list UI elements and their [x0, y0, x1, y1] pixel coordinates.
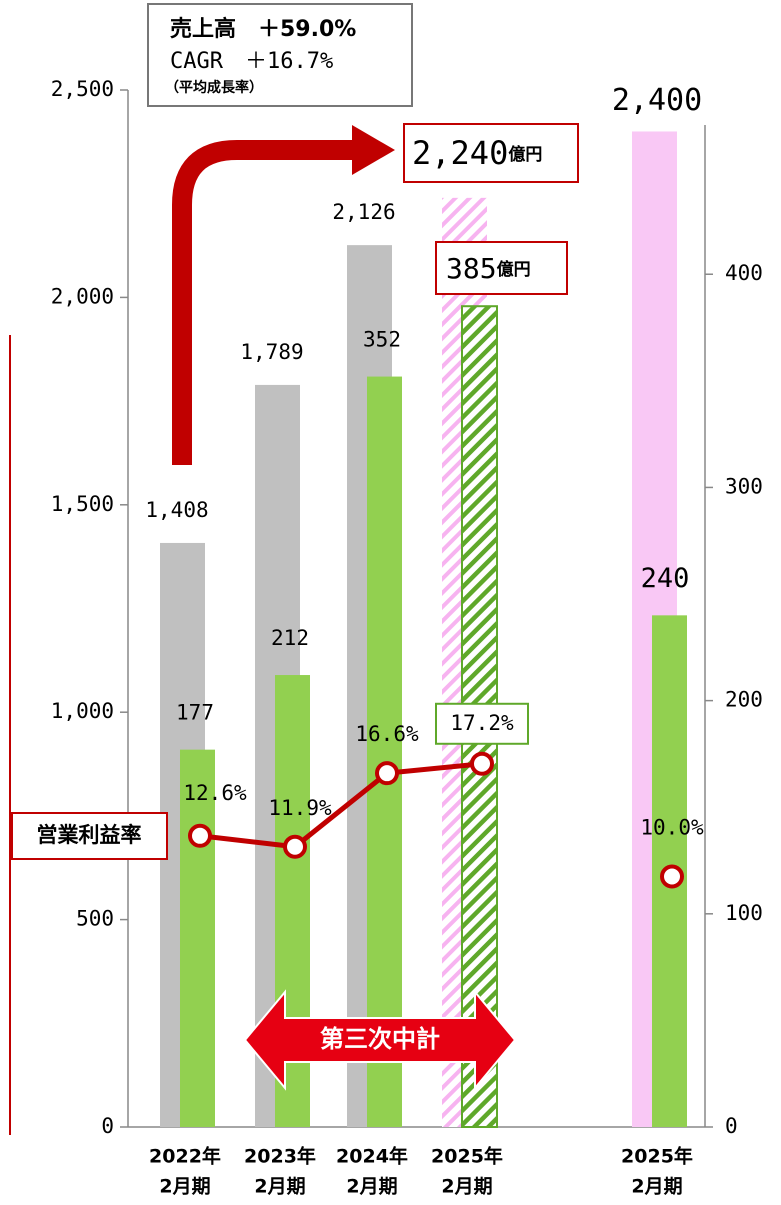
x-tick-label: 2月期: [441, 1176, 492, 1198]
y-tick-label: 500: [76, 907, 114, 931]
y2-tick-label: 400: [725, 261, 763, 285]
sales-label: 1,789: [240, 340, 303, 364]
y2-tick-label: 300: [725, 474, 763, 498]
y2-tick-label: 100: [725, 901, 763, 925]
unit: 億円: [508, 144, 542, 165]
margin-point: [375, 761, 399, 786]
margin-label-box: [11, 812, 168, 860]
x-tick-label: 2月期: [159, 1176, 210, 1198]
margin-value-label: 17.2%: [450, 711, 514, 735]
margin-value-label: 10.0%: [640, 816, 704, 840]
margin-value-label: 16.6%: [355, 722, 419, 746]
growth-arrowhead: [352, 125, 395, 175]
summary-line: CAGR ＋16.7%: [170, 49, 333, 74]
x-tick-label: 2022年: [149, 1145, 221, 1168]
y-tick-label: 1,000: [51, 699, 114, 723]
growth-arrow: [172, 140, 355, 465]
y2-tick-label: 200: [725, 688, 763, 712]
sales-label: 2,126: [332, 200, 395, 224]
sales-label-box: [403, 123, 579, 183]
margin-value-label: 11.9%: [268, 796, 332, 820]
margin-line: [199, 761, 483, 850]
plan-arrow: [243, 989, 517, 1091]
x-tick-label: 2月期: [631, 1176, 682, 1198]
profit-value: 385: [446, 252, 497, 285]
y-tick-label: 1,500: [51, 492, 114, 516]
y2-tick-label: 0: [725, 1114, 738, 1138]
profit-label: 212: [271, 626, 309, 650]
profit-label: 385億円: [446, 252, 531, 285]
margin-point: [283, 834, 307, 859]
sales-label: 2,240億円: [412, 134, 542, 172]
x-tick-label: 2025年: [621, 1145, 693, 1168]
margin-point: [470, 751, 494, 776]
profit-label-box: [435, 241, 568, 295]
profit-label: 352: [363, 328, 401, 352]
x-tick-label: 2月期: [254, 1176, 305, 1198]
plot: 0 500 1,000 1,500 2,000 2,500 0 100 200 300 400 202…: [51, 77, 763, 1205]
sales-value: 2,240: [412, 134, 508, 172]
margin-label-box: [435, 702, 529, 745]
summary-note: （平均成長率）: [165, 79, 263, 96]
x-tick-label: 2023年: [244, 1145, 316, 1168]
x-tick-label: 2024年: [336, 1145, 408, 1168]
margin-label: 営業利益率: [37, 823, 142, 847]
x-tick-label: 2月期: [346, 1176, 397, 1198]
sales-label: 2,400: [612, 83, 702, 118]
margin-point: [188, 823, 212, 848]
profit-label: 240: [641, 563, 690, 594]
summary-box: [147, 3, 413, 107]
x-tick-label: 2025年: [431, 1145, 503, 1168]
profit-bar: [367, 376, 402, 1128]
y-tick-label: 2,500: [51, 77, 114, 101]
plan-label: 第三次中計: [320, 1025, 440, 1053]
y-tick-label: 2,000: [51, 284, 114, 308]
margin-point: [660, 864, 684, 889]
sales-label: 1,408: [145, 498, 208, 522]
margin-value-label: 12.6%: [183, 781, 247, 805]
summary-line: 売上高 ＋59.0%: [170, 16, 356, 42]
profit-bar: [180, 749, 215, 1127]
profit-label: 177: [176, 701, 214, 725]
unit: 億円: [497, 259, 531, 280]
y-tick-label: 0: [101, 1114, 114, 1138]
